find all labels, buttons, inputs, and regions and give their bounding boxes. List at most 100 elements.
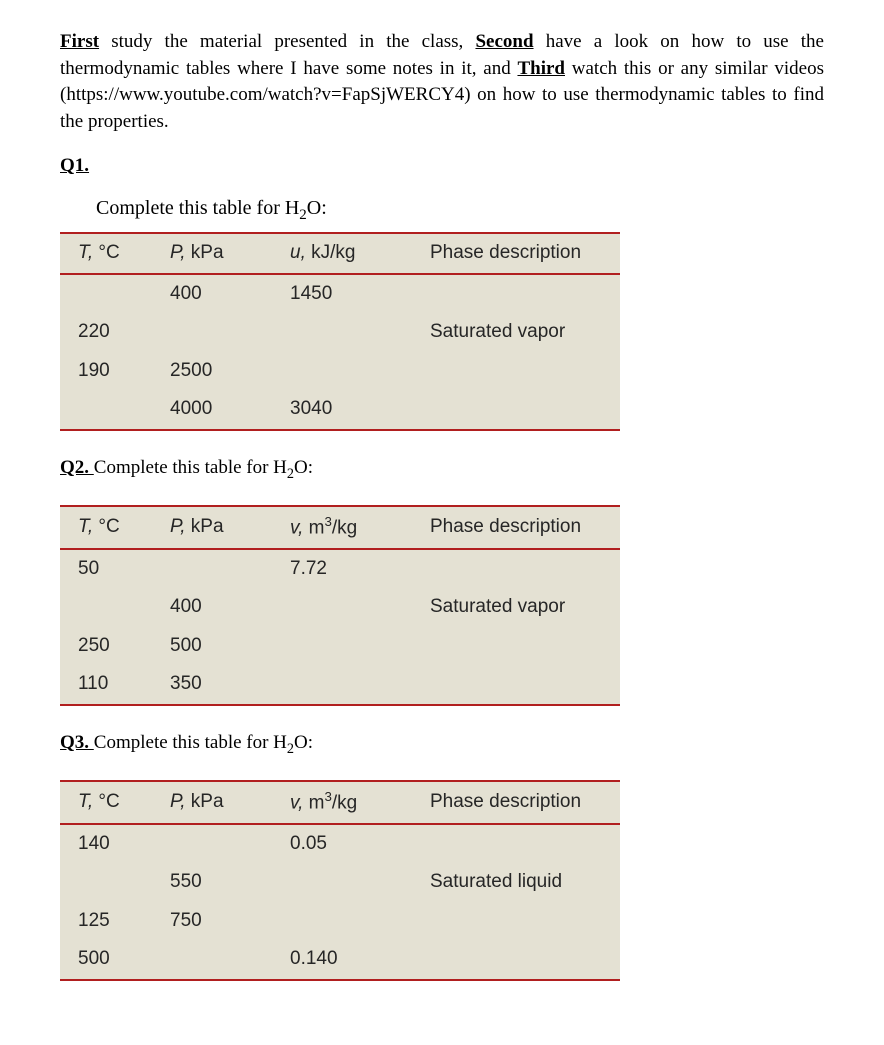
cell — [280, 588, 420, 627]
cell — [420, 665, 620, 705]
cell: 350 — [160, 665, 280, 705]
table-row: 500 0.140 — [60, 940, 620, 980]
cell — [420, 390, 620, 430]
q1-table: T, °C P, kPa u, kJ/kg Phase description … — [60, 232, 620, 431]
cell — [280, 665, 420, 705]
cell — [60, 863, 160, 902]
q3-h-temp: T, °C — [60, 781, 160, 824]
cell: 7.72 — [280, 549, 420, 589]
cell — [420, 940, 620, 980]
table-row: 400 Saturated vapor — [60, 588, 620, 627]
q2-caption-pre: Complete this table for H — [94, 457, 287, 478]
q1-caption-sub: 2 — [299, 207, 307, 223]
q2-h-v: v, m3/kg — [280, 506, 420, 549]
cell: Saturated liquid — [420, 863, 620, 902]
intro-kw-third: Third — [517, 58, 565, 79]
cell: 400 — [160, 588, 280, 627]
q1-h-pressure: P, kPa — [160, 233, 280, 274]
cell — [420, 274, 620, 314]
cell: 3040 — [280, 390, 420, 430]
cell — [280, 627, 420, 666]
cell — [280, 352, 420, 391]
cell: 400 — [160, 274, 280, 314]
cell: 220 — [60, 313, 160, 352]
cell — [60, 274, 160, 314]
cell — [160, 313, 280, 352]
cell — [160, 549, 280, 589]
cell — [420, 549, 620, 589]
q3-header-row: T, °C P, kPa v, m3/kg Phase description — [60, 781, 620, 824]
q3-label: Q3. — [60, 732, 94, 753]
table-row: 140 0.05 — [60, 824, 620, 864]
cell — [280, 313, 420, 352]
cell — [160, 824, 280, 864]
q1-table-wrap: T, °C P, kPa u, kJ/kg Phase description … — [60, 232, 824, 431]
q2-h-pressure: P, kPa — [160, 506, 280, 549]
cell: 250 — [60, 627, 160, 666]
cell: 0.140 — [280, 940, 420, 980]
cell: 140 — [60, 824, 160, 864]
cell: 190 — [60, 352, 160, 391]
q2-h-temp: T, °C — [60, 506, 160, 549]
q2-h-phase: Phase description — [420, 506, 620, 549]
cell: 550 — [160, 863, 280, 902]
cell: 125 — [60, 902, 160, 941]
cell: 4000 — [160, 390, 280, 430]
q3-caption-suf: O: — [294, 732, 313, 753]
table-row: 220 Saturated vapor — [60, 313, 620, 352]
table-row: 110 350 — [60, 665, 620, 705]
intro-kw-first: First — [60, 31, 99, 52]
intro-kw-second: Second — [475, 31, 533, 52]
q1-caption-suf: O: — [307, 197, 327, 219]
table-row: 250 500 — [60, 627, 620, 666]
cell: 110 — [60, 665, 160, 705]
q2-caption-sub: 2 — [287, 466, 294, 482]
table-row: 550 Saturated liquid — [60, 863, 620, 902]
cell: 50 — [60, 549, 160, 589]
q3-h-v: v, m3/kg — [280, 781, 420, 824]
cell: 500 — [160, 627, 280, 666]
q2-caption-suf: O: — [294, 457, 313, 478]
table-row: 125 750 — [60, 902, 620, 941]
q1-h-u: u, kJ/kg — [280, 233, 420, 274]
cell: 500 — [60, 940, 160, 980]
table-row: 4000 3040 — [60, 390, 620, 430]
cell: 0.05 — [280, 824, 420, 864]
q3-caption-pre: Complete this table for H — [94, 732, 287, 753]
q3-h-phase: Phase description — [420, 781, 620, 824]
q1-h-temp: T, °C — [60, 233, 160, 274]
table-row: 50 7.72 — [60, 549, 620, 589]
cell — [280, 902, 420, 941]
cell — [160, 940, 280, 980]
q3-heading: Q3. Complete this table for H2O: — [60, 730, 824, 760]
q2-table: T, °C P, kPa v, m3/kg Phase description … — [60, 505, 620, 706]
q2-header-row: T, °C P, kPa v, m3/kg Phase description — [60, 506, 620, 549]
cell — [420, 824, 620, 864]
cell: Saturated vapor — [420, 588, 620, 627]
q1-caption-pre: Complete this table for H — [96, 197, 299, 219]
table-row: 190 2500 — [60, 352, 620, 391]
cell — [420, 902, 620, 941]
cell — [420, 627, 620, 666]
q3-table-wrap: T, °C P, kPa v, m3/kg Phase description … — [60, 780, 824, 981]
q3-table: T, °C P, kPa v, m3/kg Phase description … — [60, 780, 620, 981]
q1-header-row: T, °C P, kPa u, kJ/kg Phase description — [60, 233, 620, 274]
cell — [60, 390, 160, 430]
intro-text-1: study the material presented in the clas… — [99, 31, 475, 52]
q2-label: Q2. — [60, 457, 94, 478]
cell — [420, 352, 620, 391]
q1-h-phase: Phase description — [420, 233, 620, 274]
page: First study the material presented in th… — [0, 0, 884, 1045]
cell — [280, 863, 420, 902]
q3-h-pressure: P, kPa — [160, 781, 280, 824]
table-row: 400 1450 — [60, 274, 620, 314]
cell: 1450 — [280, 274, 420, 314]
cell: 2500 — [160, 352, 280, 391]
intro-paragraph: First study the material presented in th… — [60, 29, 824, 135]
cell: 750 — [160, 902, 280, 941]
q2-heading: Q2. Complete this table for H2O: — [60, 455, 824, 485]
q2-table-wrap: T, °C P, kPa v, m3/kg Phase description … — [60, 505, 824, 706]
cell: Saturated vapor — [420, 313, 620, 352]
cell — [60, 588, 160, 627]
q3-caption-sub: 2 — [287, 741, 294, 757]
